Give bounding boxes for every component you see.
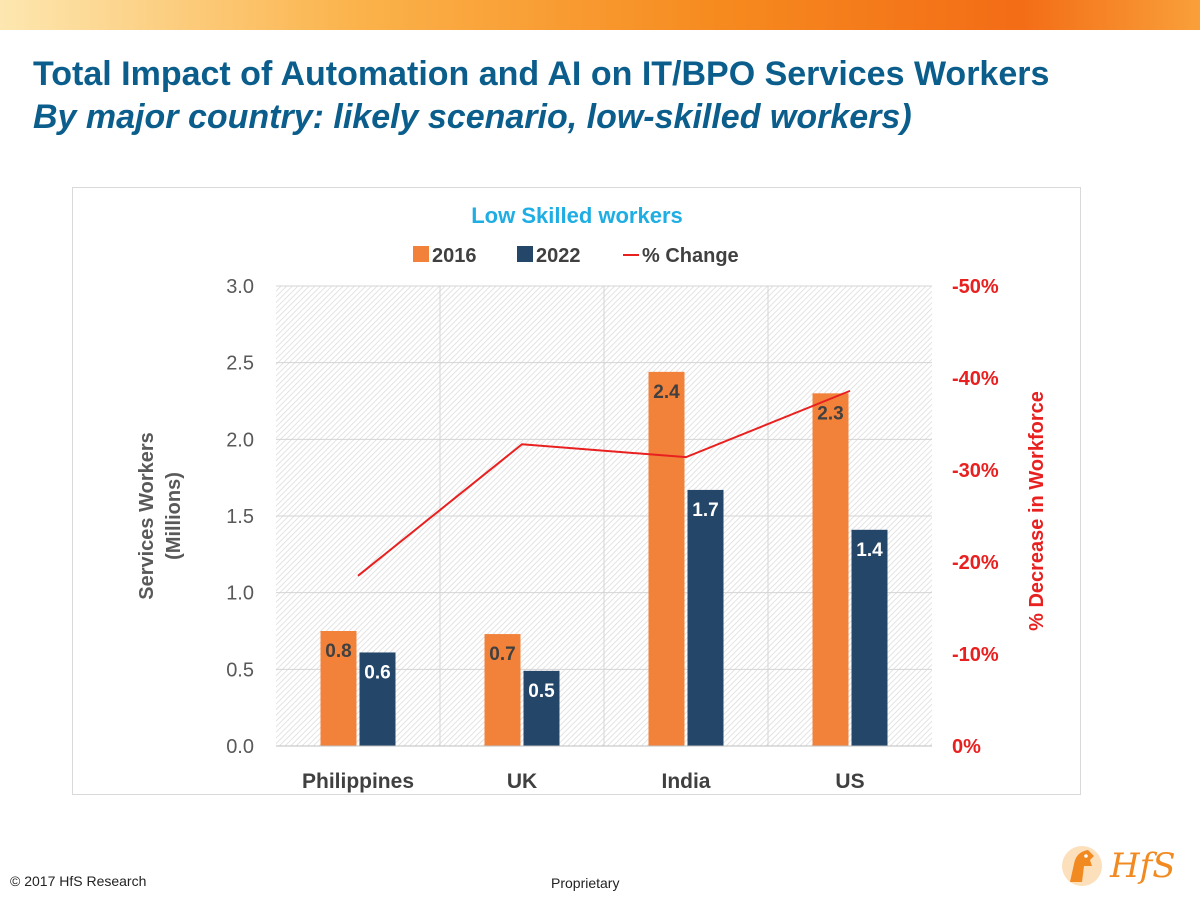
axes: 0.0 0.5 1.0 1.5 2.0 2.5 3.0 0% -10% -20% -30% -40% -… — [226, 276, 999, 793]
bar-label-2022-philippines: 0.6 — [364, 662, 390, 683]
y-axis-title: Services Workers (Millions) — [136, 432, 185, 600]
y-tick-label: 3.0 — [226, 276, 254, 298]
x-tick-label: US — [835, 770, 864, 793]
hfs-logo: HfS — [1058, 842, 1188, 890]
x-tick-label: India — [661, 770, 710, 793]
legend-swatch-2016 — [413, 246, 429, 262]
x-tick-label: Philippines — [302, 770, 414, 793]
pct-change-line — [357, 389, 851, 577]
bar-2016-us — [812, 393, 849, 746]
legend-label-2016: 2016 — [432, 245, 477, 267]
bar-label-2022-india: 1.7 — [692, 500, 718, 521]
proprietary-text: Proprietary — [551, 875, 620, 891]
legend-label-pct-change: % Change — [642, 245, 739, 267]
pct-change-line-layer — [357, 389, 851, 577]
bar-2016-philippines — [320, 631, 357, 746]
copyright-text: © 2017 HfS Research — [10, 873, 147, 889]
y-tick-label: 0.5 — [226, 659, 254, 681]
bar-line-chart: 0.8 0.6 0.7 0.5 2.4 1.7 2.3 1.4 0.0 0.5 1.0 1.5 2.0… — [136, 203, 1048, 793]
bar-label-2016-philippines: 0.8 — [325, 641, 351, 662]
y-axis-title-line-2: (Millions) — [163, 472, 185, 560]
y2-tick-label: -20% — [952, 552, 999, 574]
bar-2022-india — [687, 489, 724, 746]
bar-label-2016-uk: 0.7 — [489, 644, 515, 665]
y-tick-label: 0.0 — [226, 736, 254, 758]
bar-label-2022-us: 1.4 — [856, 540, 883, 561]
y2-tick-label: 0% — [952, 736, 981, 758]
y2-tick-label: -50% — [952, 276, 999, 298]
x-tick-label: UK — [507, 770, 537, 793]
bar-2022-us — [851, 529, 888, 746]
horse-head-icon — [1062, 846, 1102, 886]
chart-title: Low Skilled workers — [471, 203, 683, 228]
page-title: Total Impact of Automation and AI on IT/… — [33, 55, 1050, 93]
y2-tick-label: -30% — [952, 460, 999, 482]
bar-label-2022-uk: 0.5 — [528, 681, 555, 702]
legend-swatch-2022 — [517, 246, 533, 262]
y-tick-label: 2.0 — [226, 429, 254, 451]
bar-2016-uk — [484, 634, 521, 746]
legend: 2016 2022 % Change — [413, 245, 739, 267]
bar-label-2016-us: 2.3 — [817, 403, 843, 424]
bar-2022-uk — [523, 670, 560, 746]
y2-axis-title: % Decrease in Workforce — [1026, 391, 1048, 631]
bar-2016-india — [648, 371, 685, 746]
legend-label-2022: 2022 — [536, 245, 581, 267]
y-axis-title-line-1: Services Workers — [136, 432, 158, 600]
bar-value-labels: 0.8 0.6 0.7 0.5 2.4 1.7 2.3 1.4 — [325, 382, 883, 702]
bars — [320, 371, 888, 746]
y2-tick-label: -10% — [952, 644, 999, 666]
y-tick-label: 1.5 — [226, 506, 254, 528]
gridlines — [276, 285, 932, 747]
y2-tick-label: -40% — [952, 368, 999, 390]
logo-text: HfS — [1110, 846, 1176, 886]
bar-label-2016-india: 2.4 — [653, 382, 680, 403]
top-banner — [0, 0, 1200, 30]
chart-frame: 0.8 0.6 0.7 0.5 2.4 1.7 2.3 1.4 0.0 0.5 1.0 1.5 2.0… — [72, 187, 1081, 795]
y-tick-label: 2.5 — [226, 353, 254, 375]
page-subtitle: By major country: likely scenario, low-s… — [33, 98, 912, 136]
y-tick-label: 1.0 — [226, 583, 254, 605]
bar-2022-philippines — [359, 652, 396, 746]
